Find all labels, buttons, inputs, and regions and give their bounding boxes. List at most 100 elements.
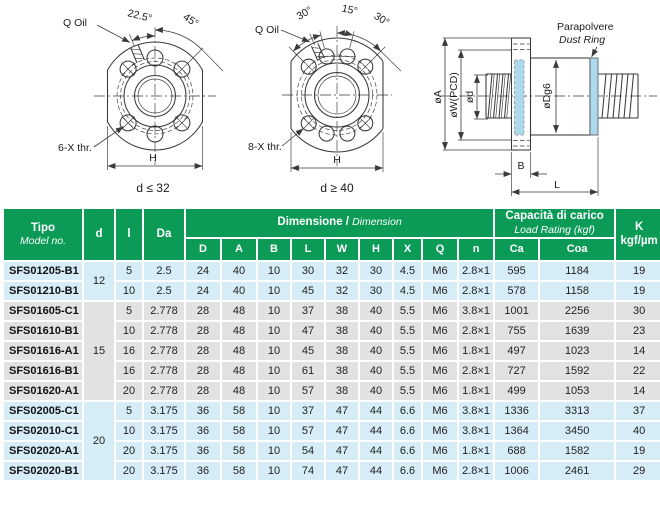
value-cell: 32 xyxy=(324,280,360,302)
crossed-hole-icon xyxy=(119,60,191,132)
value-cell: 2461 xyxy=(538,460,617,482)
value-cell: 54 xyxy=(290,440,326,462)
value-cell: 29 xyxy=(614,460,660,482)
value-cell: M6 xyxy=(421,280,459,302)
dim-label-l: L xyxy=(554,179,560,191)
value-cell: 3.175 xyxy=(142,420,186,442)
value-cell: 45 xyxy=(290,340,326,362)
value-cell: 30 xyxy=(614,300,660,322)
technical-drawings: Q Oil 22.5° 45° 6-X thr. H d ≤ 32 xyxy=(58,3,657,196)
d-group-cell: 20 xyxy=(82,400,116,482)
value-cell: 6.6 xyxy=(392,460,423,482)
value-cell: 1639 xyxy=(538,320,617,342)
value-cell: M6 xyxy=(421,300,459,322)
value-cell: 44 xyxy=(358,420,394,442)
table-row: SFS01610-B1 10 2.778 28 48 10 47 38 40 5.5 M6 2.8×1… xyxy=(2,320,660,342)
value-cell: 48 xyxy=(220,340,258,362)
value-cell: 58 xyxy=(220,460,258,482)
value-cell: 3.8×1 xyxy=(456,300,496,322)
col-header-load-rating: Capacità di carico Load Rating (kgf) xyxy=(493,207,617,239)
angle-label-30-left: 30° xyxy=(295,4,315,22)
value-cell: 2.778 xyxy=(142,360,186,382)
value-cell: 19 xyxy=(614,260,660,282)
col-header-l: l xyxy=(114,207,144,262)
value-cell: 1001 xyxy=(493,300,541,322)
value-cell: 28 xyxy=(184,340,222,362)
value-cell: 14 xyxy=(614,340,660,362)
table-row: SFS02020-A1 20 3.175 36 58 10 54 47 44 6.6 M6 1.8×1… xyxy=(2,440,660,462)
dim-label-b: B xyxy=(517,160,524,172)
value-cell: 24 xyxy=(184,280,222,302)
col-header-model-it: Tipo xyxy=(30,221,56,234)
d-group-cell: 15 xyxy=(82,300,116,402)
table-row: SFS01210-B1 10 2.5 24 40 10 45 32 30 4.5 M6 2.8×1 57… xyxy=(2,280,660,302)
value-cell: 38 xyxy=(324,360,360,382)
value-cell: 19 xyxy=(614,440,660,462)
value-cell: 5 xyxy=(114,300,144,322)
value-cell: 1023 xyxy=(538,340,617,362)
value-cell: 20 xyxy=(114,380,144,402)
value-cell: 47 xyxy=(324,420,360,442)
value-cell: 58 xyxy=(220,440,258,462)
value-cell: 36 xyxy=(184,460,222,482)
value-cell: 48 xyxy=(220,360,258,382)
value-cell: 57 xyxy=(290,380,326,402)
model-cell: SFS01210-B1 xyxy=(2,280,84,302)
value-cell: 499 xyxy=(493,380,541,402)
value-cell: 4.5 xyxy=(392,280,423,302)
angle-label-22-5: 22.5° xyxy=(126,7,153,25)
value-cell: 38 xyxy=(324,340,360,362)
value-cell: 36 xyxy=(184,440,222,462)
col-header-H: H xyxy=(358,237,394,262)
value-cell: 16 xyxy=(114,360,144,382)
value-cell: 23 xyxy=(614,320,660,342)
col-header-n: n xyxy=(456,237,496,262)
value-cell: 48 xyxy=(220,380,258,402)
value-cell: 2.8×1 xyxy=(456,460,496,482)
size-caption: d ≥ 40 xyxy=(320,181,354,195)
value-cell: 57 xyxy=(290,420,326,442)
dim-label-a: øA xyxy=(432,90,444,103)
value-cell: 727 xyxy=(493,360,541,382)
value-cell: M6 xyxy=(421,340,459,362)
value-cell: 4.5 xyxy=(392,260,423,282)
col-header-k: K kgf/µm xyxy=(614,207,660,262)
value-cell: 3313 xyxy=(538,400,617,422)
value-cell: 58 xyxy=(220,400,258,422)
crossed-hole-icon xyxy=(300,58,374,132)
dim-label-d: ød xyxy=(464,91,476,103)
front-view-6-hole: Q Oil 22.5° 45° 6-X thr. H d ≤ 32 xyxy=(58,7,224,195)
col-header-ca: Ca xyxy=(493,237,541,262)
value-cell: 45 xyxy=(290,280,326,302)
model-cell: SFS02020-B1 xyxy=(2,460,84,482)
value-cell: M6 xyxy=(421,380,459,402)
oil-passage xyxy=(129,33,145,64)
value-cell: 2.8×1 xyxy=(456,360,496,382)
value-cell: 44 xyxy=(358,440,394,462)
value-cell: 40 xyxy=(220,260,258,282)
value-cell: 19 xyxy=(614,280,660,302)
col-header-model-en: Model no. xyxy=(19,235,67,248)
value-cell: 24 xyxy=(184,260,222,282)
value-cell: 38 xyxy=(324,320,360,342)
model-cell: SFS02010-C1 xyxy=(2,420,84,442)
value-cell: 2256 xyxy=(538,300,617,322)
angle-label-15: 15° xyxy=(341,3,359,18)
value-cell: M6 xyxy=(421,320,459,342)
value-cell: 3450 xyxy=(538,420,617,442)
value-cell: 2.778 xyxy=(142,320,186,342)
value-cell: 20 xyxy=(114,460,144,482)
value-cell: 16 xyxy=(114,340,144,362)
value-cell: 28 xyxy=(184,320,222,342)
value-cell: 1592 xyxy=(538,360,617,382)
value-cell: 38 xyxy=(324,380,360,402)
value-cell: 5.5 xyxy=(392,380,423,402)
value-cell: 1.8×1 xyxy=(456,340,496,362)
table-row: SFS01616-B1 16 2.778 28 48 10 61 38 40 5.5 M6 2.8×1… xyxy=(2,360,660,382)
value-cell: 10 xyxy=(256,440,292,462)
dust-ring-label-it: Parapolvere xyxy=(557,21,614,33)
value-cell: 44 xyxy=(358,460,394,482)
value-cell: 48 xyxy=(220,320,258,342)
value-cell: 10 xyxy=(256,340,292,362)
model-cell: SFS02020-A1 xyxy=(2,440,84,462)
